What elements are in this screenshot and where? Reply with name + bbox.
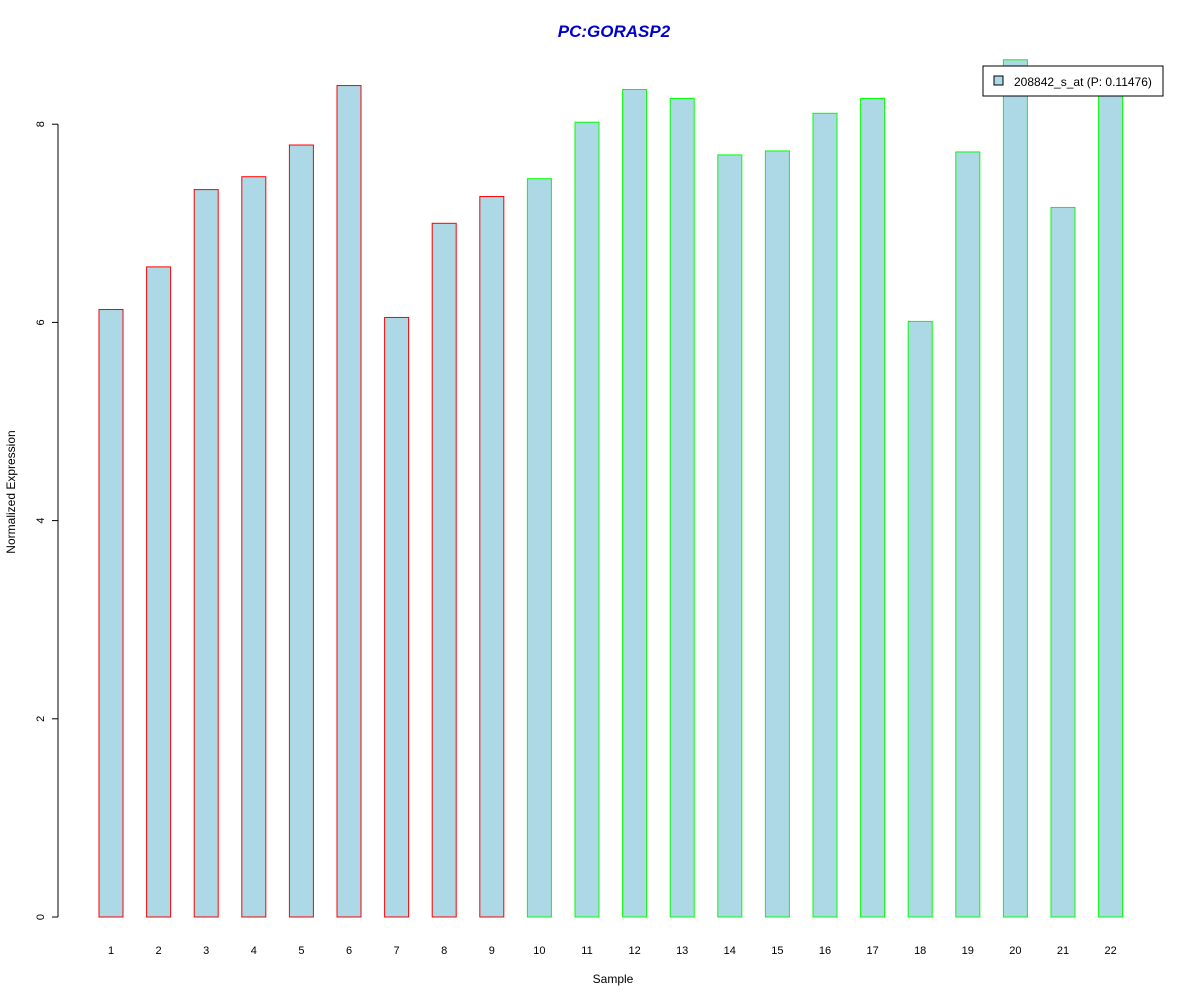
x-tick-label: 13	[676, 945, 688, 957]
x-tick-label: 1	[108, 945, 114, 957]
x-tick-label: 11	[581, 945, 592, 957]
bar-sample-1	[98, 309, 124, 918]
bar-sample-2	[146, 266, 172, 918]
x-tick-label: 16	[819, 945, 831, 957]
x-tick-label: 18	[914, 945, 926, 957]
bar-sample-19	[955, 151, 981, 918]
x-tick-label: 8	[441, 945, 447, 957]
chart-title: PC:GORASP2	[558, 22, 671, 41]
bar-sample-15	[764, 150, 790, 918]
x-tick-label: 5	[298, 945, 304, 957]
y-tick-label: 6	[35, 319, 47, 325]
y-tick-label: 4	[35, 518, 47, 524]
x-tick-label: 12	[628, 945, 640, 957]
bar-sample-10	[526, 178, 552, 918]
bar-sample-13	[669, 97, 695, 918]
legend-box	[982, 65, 1164, 97]
x-tick-label: 9	[489, 945, 495, 957]
y-axis: 0 2 4 6 8	[35, 121, 59, 920]
legend-swatch	[993, 75, 1004, 86]
bar-sample-9	[479, 196, 505, 918]
y-axis-label: Normalized Expression	[4, 430, 18, 553]
x-tick-label: 4	[251, 945, 257, 957]
bars-group	[98, 59, 1124, 918]
y-tick-label: 2	[35, 716, 47, 722]
bar-sample-21	[1050, 206, 1076, 918]
bar-sample-22	[1098, 89, 1124, 918]
bar-sample-8	[431, 222, 457, 918]
bar-sample-11	[574, 121, 600, 918]
x-tick-label: 22	[1104, 945, 1116, 957]
x-tick-label: 20	[1009, 945, 1021, 957]
x-tick-labels: 1 2 3 4 5 6 7 8 9 10 11 12 13 14 15 16 17 18 19 20 21 22	[108, 945, 1117, 957]
bar-sample-4	[241, 176, 267, 918]
bar-sample-20	[1002, 59, 1028, 918]
x-tick-label: 15	[771, 945, 783, 957]
x-tick-label: 7	[394, 945, 400, 957]
x-tick-label: 6	[346, 945, 352, 957]
bar-sample-6	[336, 85, 362, 918]
bar-sample-18	[907, 320, 933, 918]
x-tick-label: 2	[156, 945, 162, 957]
bar-sample-3	[193, 189, 219, 918]
x-tick-label: 17	[866, 945, 878, 957]
x-tick-label: 21	[1057, 945, 1069, 957]
bar-sample-14	[717, 154, 743, 918]
x-axis-label: Sample	[593, 972, 634, 986]
x-tick-label: 3	[203, 945, 209, 957]
bar-sample-5	[288, 144, 314, 918]
x-tick-label: 14	[724, 945, 736, 957]
legend: 208842_s_at (P: 0.11476)	[982, 65, 1164, 97]
y-tick-label: 0	[35, 914, 47, 920]
bar-sample-17	[860, 97, 886, 918]
bar-sample-12	[622, 89, 648, 918]
bar-sample-7	[384, 316, 410, 918]
x-tick-label: 10	[533, 945, 545, 957]
x-tick-label: 19	[962, 945, 974, 957]
legend-label: 208842_s_at (P: 0.11476)	[1014, 75, 1152, 89]
bar-sample-16	[812, 112, 838, 918]
y-tick-label: 8	[35, 121, 47, 127]
